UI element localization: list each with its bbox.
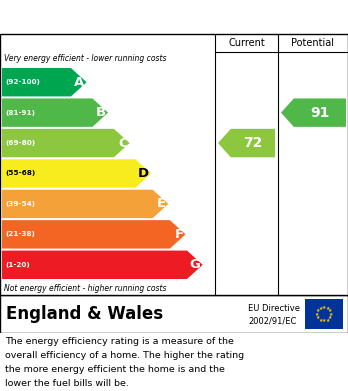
Text: G: G <box>190 258 201 271</box>
Text: (92-100): (92-100) <box>5 79 40 85</box>
Text: ★: ★ <box>328 308 332 313</box>
Text: The energy efficiency rating is a measure of the: The energy efficiency rating is a measur… <box>5 337 234 346</box>
Text: (21-38): (21-38) <box>5 231 35 237</box>
Text: ★: ★ <box>318 317 323 323</box>
Text: England & Wales: England & Wales <box>6 305 163 323</box>
Text: 2002/91/EC: 2002/91/EC <box>248 316 296 325</box>
Text: A: A <box>74 76 85 89</box>
Text: Not energy efficient - higher running costs: Not energy efficient - higher running co… <box>4 284 166 293</box>
Text: overall efficiency of a home. The higher the rating: overall efficiency of a home. The higher… <box>5 351 244 360</box>
Text: ★: ★ <box>325 305 330 310</box>
Polygon shape <box>2 68 87 97</box>
Polygon shape <box>2 99 108 127</box>
Text: the more energy efficient the home is and the: the more energy efficient the home is an… <box>5 365 225 374</box>
Text: (81-91): (81-91) <box>5 109 35 116</box>
Text: EU Directive: EU Directive <box>248 304 300 313</box>
Polygon shape <box>2 129 129 157</box>
Text: (69-80): (69-80) <box>5 140 35 146</box>
Polygon shape <box>2 220 185 249</box>
Bar <box>305 299 343 329</box>
Text: F: F <box>174 228 183 241</box>
Polygon shape <box>2 251 203 279</box>
Text: ★: ★ <box>328 315 332 320</box>
Text: ★: ★ <box>315 312 319 316</box>
Text: 91: 91 <box>310 106 330 120</box>
Text: ★: ★ <box>316 308 320 313</box>
Polygon shape <box>2 159 151 188</box>
Text: Energy Efficiency Rating: Energy Efficiency Rating <box>7 9 217 25</box>
Text: Current: Current <box>228 38 265 48</box>
Text: ★: ★ <box>322 305 326 310</box>
Polygon shape <box>218 129 275 157</box>
Text: (39-54): (39-54) <box>5 201 35 207</box>
Text: (1-20): (1-20) <box>5 262 30 268</box>
Text: 72: 72 <box>243 136 263 150</box>
Text: Potential: Potential <box>292 38 334 48</box>
Polygon shape <box>281 99 346 127</box>
Text: (55-68): (55-68) <box>5 170 35 176</box>
Text: ★: ★ <box>325 317 330 323</box>
Text: Very energy efficient - lower running costs: Very energy efficient - lower running co… <box>4 54 166 63</box>
Text: ★: ★ <box>318 305 323 310</box>
Text: E: E <box>157 197 166 210</box>
Text: ★: ★ <box>316 315 320 320</box>
Text: lower the fuel bills will be.: lower the fuel bills will be. <box>5 379 129 388</box>
Text: B: B <box>96 106 106 119</box>
Polygon shape <box>2 190 168 218</box>
Text: D: D <box>138 167 149 180</box>
Text: C: C <box>118 136 128 150</box>
Text: ★: ★ <box>329 312 333 316</box>
Text: ★: ★ <box>322 318 326 323</box>
